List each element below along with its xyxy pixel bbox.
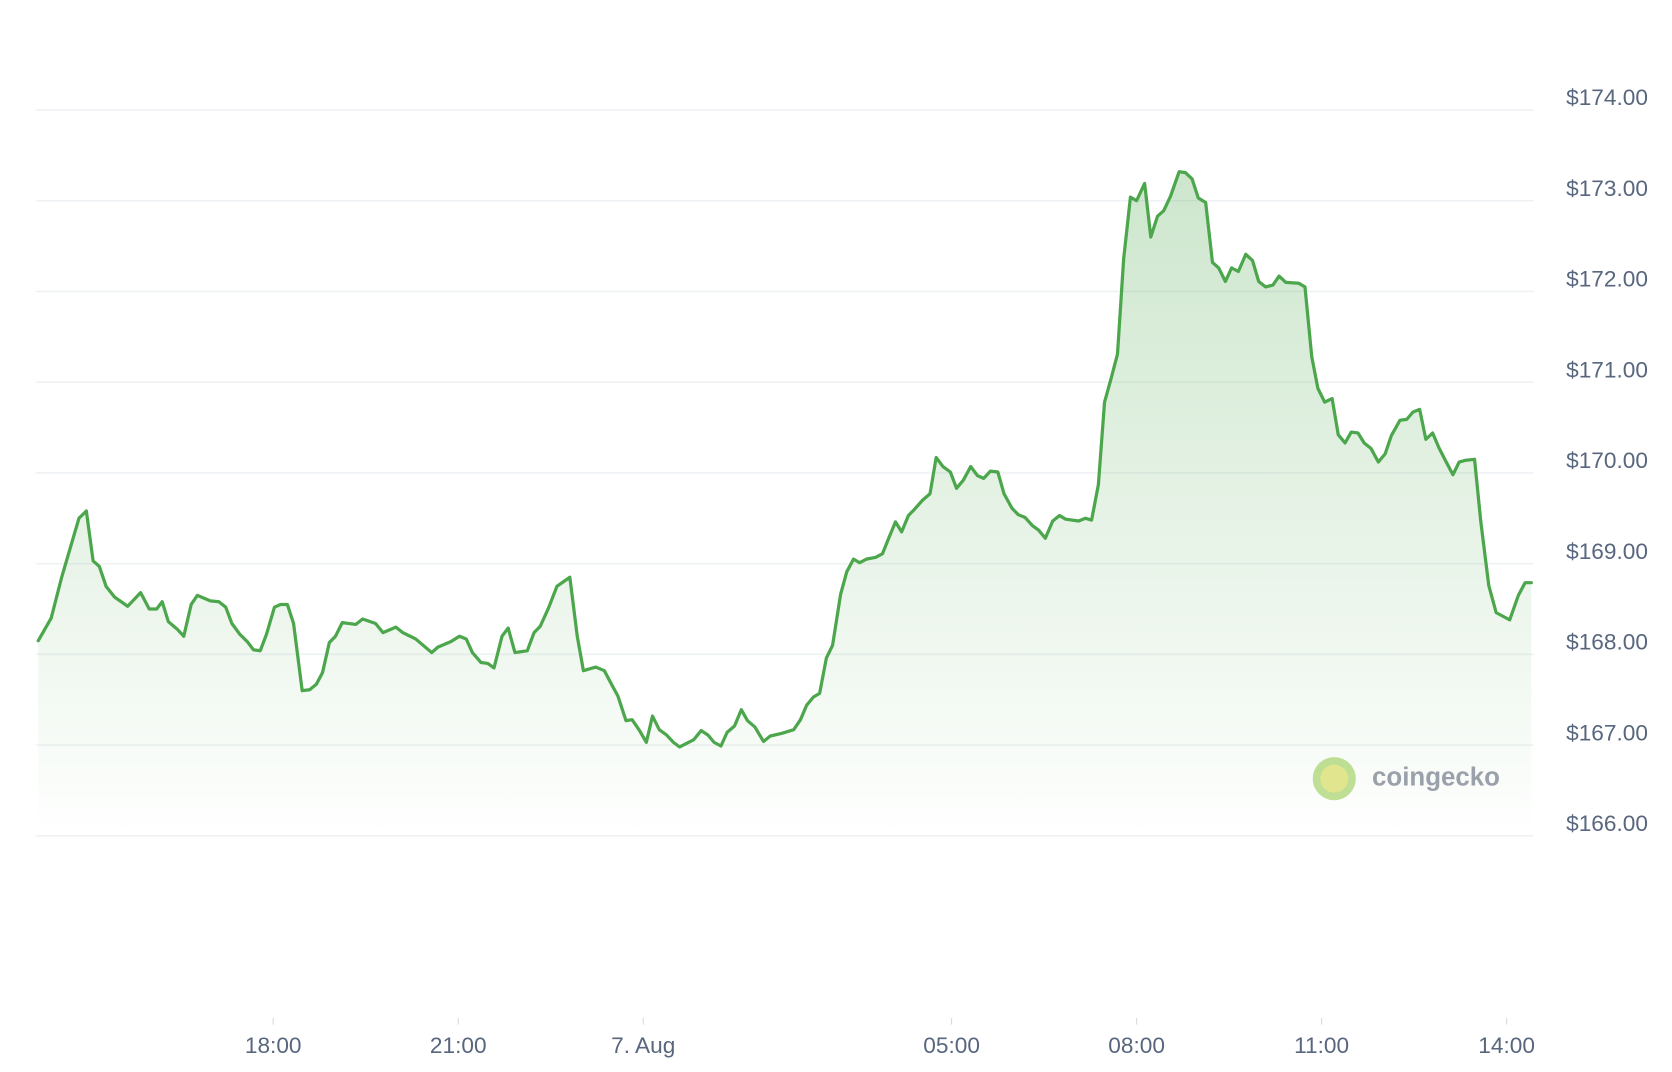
x-tick-label: 11:00 — [1294, 1033, 1349, 1058]
y-tick-label: $168.00 — [1566, 630, 1648, 655]
y-tick-label: $166.00 — [1566, 811, 1648, 836]
x-tick-label: 14:00 — [1478, 1033, 1535, 1058]
y-tick-label: $172.00 — [1566, 267, 1648, 292]
y-tick-label: $167.00 — [1566, 720, 1648, 745]
y-tick-label: $170.00 — [1566, 448, 1648, 473]
y-tick-label: $171.00 — [1566, 357, 1648, 382]
x-tick-label: 21:00 — [430, 1033, 487, 1058]
x-tick-label: 18:00 — [245, 1033, 302, 1058]
watermark-logo-inner — [1320, 764, 1349, 793]
watermark-text: coingecko — [1372, 763, 1500, 791]
y-tick-label: $169.00 — [1566, 539, 1648, 564]
y-tick-label: $174.00 — [1566, 85, 1648, 110]
x-tick-label: 7. Aug — [611, 1033, 675, 1058]
price-area — [38, 171, 1532, 836]
price-line — [36, 170, 1533, 749]
y-tick-label: $173.00 — [1566, 176, 1648, 201]
x-tick-label: 05:00 — [923, 1033, 980, 1058]
watermark: coingecko — [1312, 757, 1500, 801]
x-tick-label: 08:00 — [1108, 1033, 1165, 1058]
